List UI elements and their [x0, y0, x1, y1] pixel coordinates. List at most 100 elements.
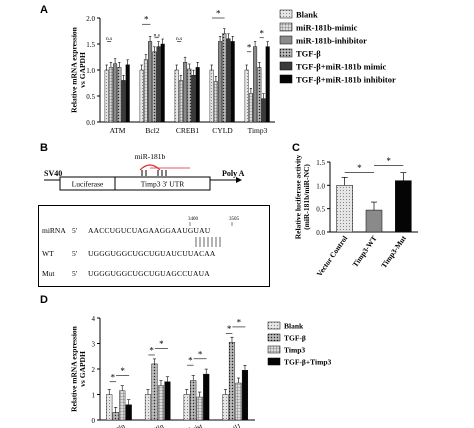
chart-d-bar: [222, 394, 229, 421]
chart-d-legend-swatch: [267, 357, 281, 366]
chart-a-bar: [104, 69, 109, 123]
chart-a-ylabel-line: Relative mRNA expression: [69, 26, 78, 113]
chart-d-bar: [157, 385, 165, 421]
chart-c-bar: [395, 180, 412, 233]
chart-a-bar: [213, 81, 218, 123]
chart-a-sig-label: n.s: [176, 36, 182, 42]
chart-a-bar: [139, 69, 144, 123]
chart-d-legend-swatch: [267, 333, 281, 342]
chart-c-xtick-label: Timp3-WT: [351, 234, 379, 269]
chart-c-sig-label: *: [386, 156, 391, 166]
chart-a-bar: [148, 41, 153, 123]
chart-a-bar: [121, 80, 126, 123]
chart-d-bar: [164, 381, 171, 421]
seq-row-sequence: UGGGUGGCUGCUGUAUCUUACAA: [88, 249, 216, 258]
chart-d-bar: [125, 404, 132, 421]
seq-row-prime: 5': [72, 226, 78, 235]
chart-a-bar: [265, 46, 270, 123]
chart-d-sig-label: *: [198, 349, 203, 359]
utr-box: [114, 176, 211, 191]
polya-label: Poly A: [222, 169, 245, 178]
chart-a-bar: [174, 69, 179, 123]
sv40-label: SV40: [44, 169, 62, 178]
chart-a-xtick-label: Bcl2: [145, 126, 159, 135]
seq-row-label: miRNA: [42, 226, 66, 235]
chart-a-sig-label: *: [216, 9, 221, 19]
chart-d-bar: [190, 380, 197, 421]
chart-a-legend-label: miR-181b-inhibitor: [296, 36, 367, 46]
chart-a-ylabel: Relative mRNA expression vs GAPDH: [69, 26, 87, 113]
chart-c: 0.0 0.5 1.0 1.5 Relative luciferase activity…: [293, 154, 418, 278]
chart-a-xtick-label: ATM: [110, 126, 126, 135]
sequence-alignment-box: [38, 205, 270, 287]
chart-a-bar: [191, 74, 196, 123]
chart-d-sig-label: *: [188, 356, 193, 366]
chart-a-sig-label: n.s: [154, 32, 160, 38]
chart-d-xtick-label: Snail1: [221, 421, 242, 428]
chart-a-legend-swatch: [279, 61, 293, 71]
chart-a: 0.0 0.5 1.0 1.5 2.0 Relative mRNA expression v…: [69, 9, 396, 136]
chart-a-bar: [108, 67, 113, 123]
chart-a-bar: [222, 33, 227, 123]
chart-a-bar: [160, 43, 165, 123]
chart-a-legend-swatch: [279, 35, 293, 45]
utr-label: Timp3 3' UTR: [141, 180, 185, 189]
chart-a-legend-swatch: [279, 9, 293, 19]
chart-d-sig-label: *: [159, 339, 164, 349]
chart-a-legend-label: Blank: [296, 10, 318, 20]
chart-a-ylabel-line: vs GAPDH: [78, 52, 87, 88]
chart-d-bar: [183, 394, 190, 421]
chart-d-ylabel-line: vs GAPDH: [78, 351, 87, 387]
chart-d-ytick-label: 0: [92, 417, 96, 425]
chart-d-legend-label: Blank: [284, 322, 304, 331]
panel-label-c: C: [292, 142, 300, 154]
chart-d-bar: [203, 373, 210, 421]
chart-c-bar: [365, 209, 383, 233]
chart-c-bar: [336, 185, 353, 233]
panel-label-b: B: [40, 142, 48, 154]
chart-d-bar: [119, 390, 126, 421]
chart-a-legend-label: TGF-β+miR-181b inhibitor: [296, 75, 396, 85]
seq-pos-2: 3505: [229, 217, 240, 222]
chart-a-bar: [156, 46, 161, 123]
chart-d-ytick-label: 3: [92, 341, 96, 349]
chart-a-ytick-label: 2.0: [86, 15, 95, 23]
chart-a-bar: [117, 67, 122, 123]
seq-row-prime: 5': [72, 249, 78, 258]
chart-d-ytick-label: 4: [92, 315, 96, 323]
chart-d-ytick-label: 1: [92, 392, 96, 400]
chart-d-sig-label: *: [227, 324, 232, 334]
seq-row-label: Mut: [42, 269, 55, 278]
chart-c-ytick-label: 1.5: [316, 159, 325, 167]
chart-a-legend-swatch: [279, 48, 293, 58]
chart-d-ylabel-line: Relative mRNA expression: [69, 325, 78, 412]
chart-d-sig-label: *: [149, 345, 154, 355]
chart-a-ytick-label: 1.5: [86, 41, 95, 49]
seq-row-sequence: AACCUGUCUAGAAGGAAUGUAU: [88, 226, 211, 235]
chart-a-bar: [248, 93, 253, 123]
chart-a-sig-label: *: [259, 28, 264, 38]
chart-a-legend-label: TGF-β: [296, 49, 321, 59]
chart-d-sig-label: *: [120, 366, 125, 376]
chart-a-sig-label: *: [247, 42, 252, 52]
chart-d-ytick-label: 2: [92, 366, 96, 374]
chart-c-ylabel: Relative luciferase activity (miR-181b/mi…: [293, 154, 311, 239]
chart-a-ytick-label: 0.5: [86, 93, 95, 101]
chart-d-legend-swatch: [267, 321, 281, 330]
chart-a-bar: [209, 69, 214, 123]
seq-row-label: WT: [42, 249, 54, 258]
chart-c-ytick-label: 1.0: [316, 182, 325, 190]
chart-d-xtick-label: Vimentin: [136, 421, 166, 428]
seq-row-prime: 5': [72, 269, 78, 278]
chart-a-legend-label: TGF-β+miR-181b mimic: [296, 62, 387, 72]
chart-d-bar: [112, 412, 119, 421]
chart-d-bar: [106, 394, 113, 421]
chart-a-legend-label: miR-181b-mimic: [296, 23, 358, 33]
chart-d-sig-label: *: [111, 372, 116, 382]
chart-d-bar: [196, 396, 203, 421]
chart-d-bar: [241, 370, 249, 421]
mirna-arc: [139, 164, 161, 171]
chart-a-bar: [187, 68, 192, 123]
